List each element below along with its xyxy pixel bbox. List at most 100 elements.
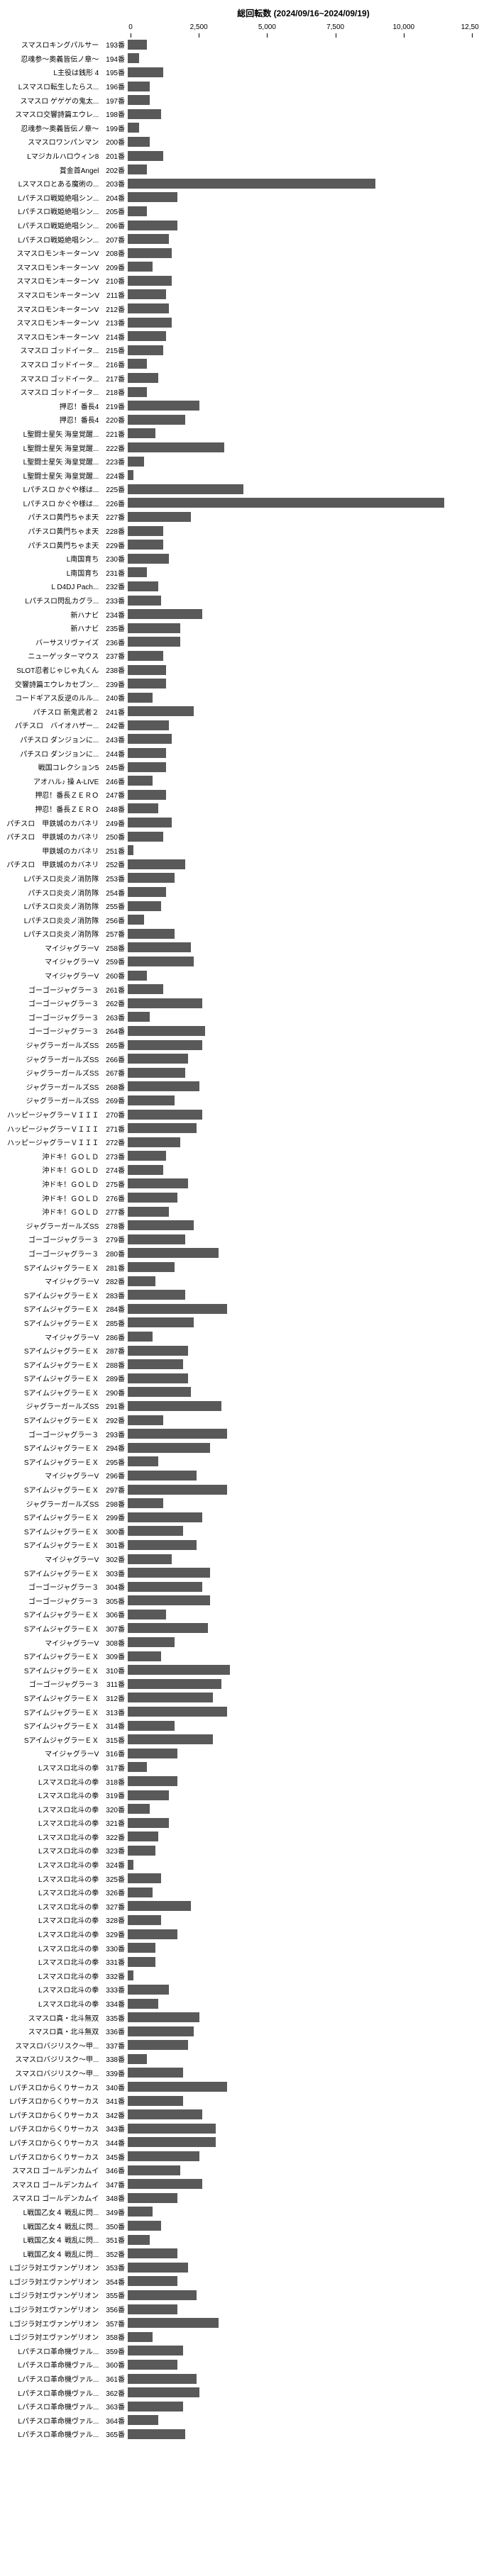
table-row: 沖ドキ！ＧＯＬＤ 275番 — [0, 1177, 479, 1191]
bar-area — [128, 206, 472, 217]
bar — [128, 331, 166, 341]
bar-area — [128, 2262, 472, 2273]
row-label: Lスマスロ北斗の拳 321番 — [0, 1817, 128, 1828]
bar — [128, 1693, 213, 1702]
row-label: スマスロモンキーターンV 214番 — [0, 331, 128, 342]
bar — [128, 1068, 185, 1078]
bar — [128, 665, 166, 675]
table-row: Lパチスロ戦姫絶唱シン... 207番 — [0, 232, 479, 246]
table-row: SアイムジャグラーＥＸ 313番 — [0, 1705, 479, 1719]
bar — [128, 2137, 216, 2147]
table-row: Lスマスロ北斗の拳 329番 — [0, 1927, 479, 1941]
x-tick: 2,500 — [190, 23, 208, 31]
row-label: パチスロ炎炎ノ消防隊 254番 — [0, 887, 128, 898]
row-label: SアイムジャグラーＥＸ 289番 — [0, 1373, 128, 1383]
row-label: L聖闘士星矢 海皇覚醒... 222番 — [0, 442, 128, 453]
bar-area — [128, 1761, 472, 1773]
bar-area — [128, 220, 472, 231]
row-label: 沖ドキ！ＧＯＬＤ 276番 — [0, 1193, 128, 1203]
table-row: 沖ドキ！ＧＯＬＤ 276番 — [0, 1191, 479, 1205]
row-label: マイジャグラーV 316番 — [0, 1748, 128, 1758]
table-row: Lスマスロ北斗の拳 332番 — [0, 1969, 479, 1983]
table-row: Lマジカルハロウィン8 201番 — [0, 149, 479, 163]
bar-area — [128, 2081, 472, 2092]
table-row: SアイムジャグラーＥＸ 312番 — [0, 1691, 479, 1705]
bar-area — [128, 52, 472, 64]
bar — [128, 1373, 188, 1383]
row-label: ジャグラーガールズSS 267番 — [0, 1067, 128, 1078]
row-label: マイジャグラーV 296番 — [0, 1470, 128, 1481]
row-label: Lパチスロ革命機ヴァル... 359番 — [0, 2346, 128, 2356]
table-row: スマスロ ゴールデンカムイ 347番 — [0, 2177, 479, 2191]
bar — [128, 1846, 155, 1856]
table-row: ゴーゴージャグラー３ 262番 — [0, 996, 479, 1010]
bar — [128, 1443, 210, 1453]
row-label: Lパチスロ戦姫絶唱シン... 206番 — [0, 220, 128, 230]
table-row: L聖闘士星矢 海皇覚醒... 224番 — [0, 468, 479, 482]
table-row: Lスマスロ北斗の拳 321番 — [0, 1816, 479, 1830]
row-label: 沖ドキ！ＧＯＬＤ 274番 — [0, 1164, 128, 1175]
bar-area — [128, 1415, 472, 1426]
bar — [128, 762, 166, 772]
bar — [128, 1860, 133, 1870]
bar — [128, 1207, 169, 1217]
bar-area — [128, 2220, 472, 2231]
table-row: スマスロ ゴールデンカムイ 346番 — [0, 2163, 479, 2178]
bar-area — [128, 1929, 472, 1940]
bar — [128, 165, 147, 174]
row-label: SアイムジャグラーＥＸ 312番 — [0, 1693, 128, 1703]
row-label: 押忍！番長ＺＥＲＯ 248番 — [0, 803, 128, 814]
bar-area — [128, 1748, 472, 1759]
table-row: 押忍！番長ＺＥＲＯ 247番 — [0, 788, 479, 802]
row-label: SアイムジャグラーＥＸ 301番 — [0, 1539, 128, 1550]
table-row: L D4DJ Pach... 232番 — [0, 579, 479, 593]
bar-area — [128, 1914, 472, 1926]
bar — [128, 1262, 175, 1272]
row-label: SアイムジャグラーＥＸ 295番 — [0, 1456, 128, 1467]
row-label: スマスロ交響詩篇エウレ... 198番 — [0, 108, 128, 119]
table-row: スマスロ交響詩篇エウレ... 198番 — [0, 107, 479, 121]
table-row: パチスロ 甲鉄城のカバネリ 250番 — [0, 830, 479, 844]
row-label: L戦国乙女４ 戦乱に閃... 349番 — [0, 2207, 128, 2217]
row-label: パチスロ ダンジョンに... 244番 — [0, 748, 128, 759]
bar-area — [128, 1261, 472, 1273]
table-row: Lパチスロ炎炎ノ消防隊 256番 — [0, 913, 479, 927]
row-label: スマスロバジリスク～甲... 337番 — [0, 2040, 128, 2051]
table-row: Lパチスロ革命機ヴァル... 362番 — [0, 2385, 479, 2399]
x-tick: 0 — [128, 23, 133, 31]
table-row: コードギアス反逆のルル... 240番 — [0, 691, 479, 705]
table-row: Lゴジラ対エヴァンゲリオン 355番 — [0, 2288, 479, 2302]
bar — [128, 1151, 166, 1161]
x-tick: 10,000 — [393, 23, 415, 31]
bar-area — [128, 497, 472, 508]
bar — [128, 484, 243, 494]
row-label: Lパチスロ戦姫絶唱シン... 204番 — [0, 192, 128, 203]
row-label: Lゴジラ対エヴァンゲリオン 358番 — [0, 2331, 128, 2342]
row-label: スマスロ ゴッドイータ... 218番 — [0, 386, 128, 397]
bar — [128, 942, 191, 952]
bar — [128, 971, 147, 981]
row-label: パチスロ バイオハザー... 242番 — [0, 720, 128, 730]
bar — [128, 1873, 161, 1883]
bar-area — [128, 1873, 472, 1884]
bar — [128, 1651, 161, 1661]
table-row: ジャグラーガールズSS 278番 — [0, 1218, 479, 1232]
bar — [128, 1332, 153, 1342]
row-label: スマスロモンキーターンV 210番 — [0, 275, 128, 286]
table-row: スマスロ ゲゲゲの鬼太... 197番 — [0, 93, 479, 107]
table-row: ジャグラーガールズSS 265番 — [0, 1038, 479, 1052]
bar-area — [128, 1039, 472, 1051]
row-label: Lスマスロ北斗の拳 323番 — [0, 1845, 128, 1856]
table-row: 賞金首Angel 202番 — [0, 162, 479, 177]
bar — [128, 2012, 199, 2022]
table-row: ジャグラーガールズSS 266番 — [0, 1052, 479, 1066]
row-label: L南国育ち 231番 — [0, 567, 128, 578]
table-row: Lパチスロ戦姫絶唱シン... 206番 — [0, 218, 479, 233]
bar-area — [128, 1081, 472, 1092]
bar-area — [128, 1095, 472, 1106]
bar-area — [128, 2275, 472, 2287]
bar — [128, 1485, 227, 1495]
bar-area — [128, 2026, 472, 2037]
row-label: SアイムジャグラーＥＸ 287番 — [0, 1345, 128, 1356]
bar-area — [128, 1317, 472, 1328]
